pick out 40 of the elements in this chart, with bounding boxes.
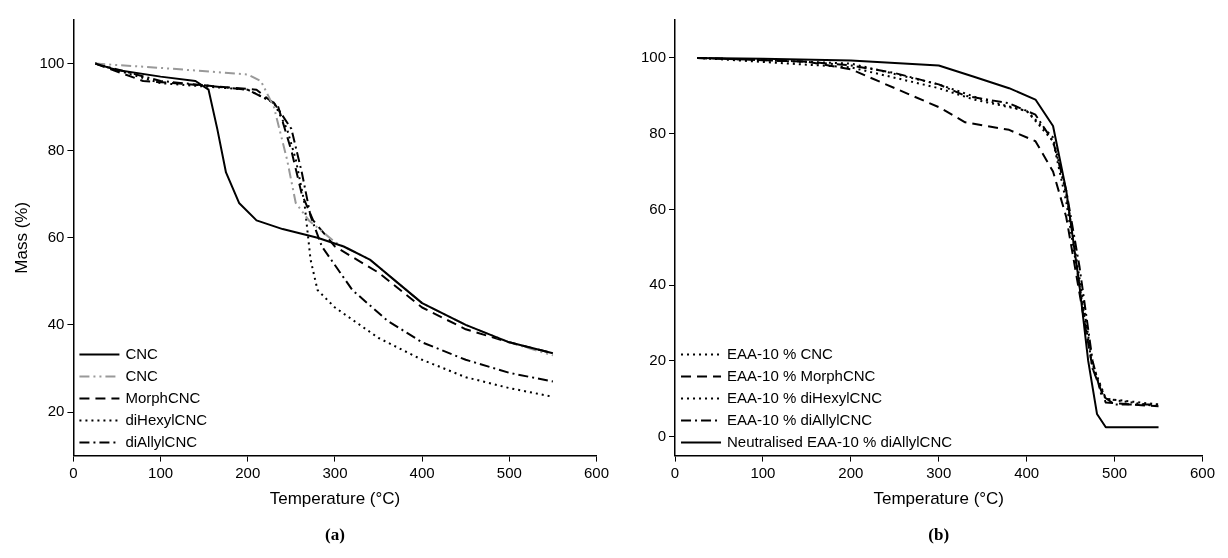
y-tick-label: 20 [649,351,667,369]
x-tick-label: 0 [670,463,680,481]
legend-label: diHexylCNC [125,410,208,428]
x-tick-label: 400 [409,463,435,481]
legend-label: CNC [125,366,159,384]
y-tick-label: 80 [649,123,667,141]
x-tick-label: 400 [1014,463,1040,481]
legend-label: EAA-10 % MorphCNC [727,366,876,384]
y-tick-label: 60 [47,227,65,245]
x-axis-title: Temperature (°C) [873,489,1005,509]
x-tick-label: 300 [322,463,348,481]
y-axis-title: Mass (%) [11,201,31,274]
y-tick-label: 60 [649,199,667,217]
legend-label: EAA-10 % diHexylCNC [727,388,883,406]
x-tick-label: 100 [750,463,776,481]
legend-label: Neutralised EAA-10 % diAllylCNC [727,432,953,450]
x-tick-label: 600 [1189,463,1215,481]
legend-label: EAA-10 % diAllylCNC [727,410,873,428]
x-tick-label: 0 [69,463,78,481]
x-tick-label: 200 [235,463,261,481]
x-axis-title: Temperature (°C) [269,489,401,509]
y-tick-label: 0 [657,426,667,444]
x-tick-label: 600 [583,463,609,481]
y-tick-label: 40 [47,315,65,333]
y-tick-label: 100 [641,48,667,66]
x-tick-label: 500 [496,463,522,481]
x-tick-label: 100 [148,463,174,481]
y-tick-label: 100 [39,53,65,71]
x-tick-label: 200 [838,463,864,481]
text: (b) [928,525,950,544]
legend-label: MorphCNC [125,388,201,406]
legend-label: diAllylCNC [125,432,198,450]
y-tick-label: 80 [47,140,65,158]
x-tick-label: 300 [926,463,952,481]
legend-label: CNC [125,344,159,362]
text: (a) [325,525,345,544]
y-tick-label: 40 [649,275,667,293]
y-tick-label: 20 [47,402,65,420]
x-tick-label: 500 [1102,463,1128,481]
legend-label: EAA-10 % CNC [727,344,834,362]
